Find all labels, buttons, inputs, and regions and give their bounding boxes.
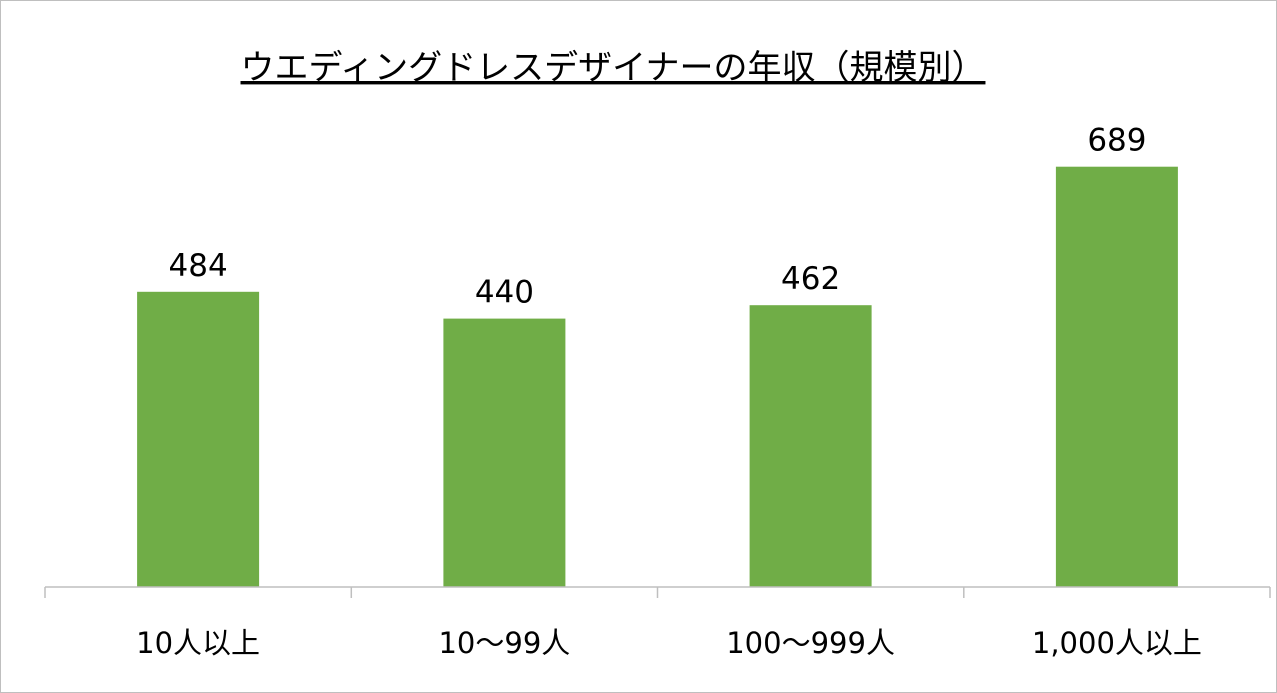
x-tick-label-3: 100〜999人	[726, 626, 895, 660]
data-label-4: 689	[1087, 123, 1146, 159]
data-label-3: 462	[781, 261, 840, 297]
chart-title: ウエディングドレスデザイナーの年収（規模別）	[241, 48, 986, 88]
x-tick-label-2: 10〜99人	[438, 626, 570, 660]
data-label-2: 440	[475, 275, 534, 311]
x-tick-label-1: 10人以上	[136, 626, 260, 660]
data-label-1: 484	[169, 248, 228, 284]
x-axis	[44, 586, 1271, 598]
x-tick-label-4: 1,000人以上	[1032, 626, 1202, 660]
bar-4	[1055, 166, 1178, 587]
bar-3	[749, 305, 872, 587]
x-tick-labels-group: 10人以上 10〜99人 100〜999人 1,000人以上	[136, 626, 1202, 660]
bar-2	[443, 318, 566, 587]
bar-1	[137, 291, 260, 587]
data-labels-group: 484 440 462 689	[169, 123, 1147, 311]
bars-group	[137, 166, 1178, 587]
